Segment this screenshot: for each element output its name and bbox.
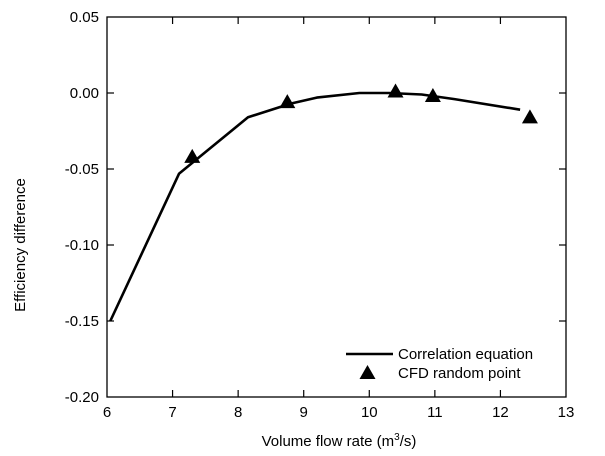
cfd-point-marker <box>424 88 441 103</box>
x-tick-label: 11 <box>427 404 443 421</box>
legend-label: CFD random point <box>398 365 521 382</box>
x-tick-label: 7 <box>168 404 176 421</box>
x-axis-title-superscript: 3 <box>394 432 400 443</box>
x-axis-title-main: Volume flow rate (m <box>262 433 395 450</box>
cfd-point-marker <box>387 83 404 98</box>
plot-area: 6 7 8 9 10 11 12 13 0.05 0.00 -0.05 -0.10 -0.15 -0.20… <box>65 9 575 421</box>
legend-triangle-swatch <box>359 365 376 379</box>
series-line-correlation-equation <box>109 91 521 322</box>
y-tick-label: 0.00 <box>70 85 99 102</box>
y-tick-label: -0.15 <box>65 313 99 330</box>
y-tick-label: 0.05 <box>70 9 99 26</box>
legend-label: Correlation equation <box>398 346 533 363</box>
y-axis-title: Efficiency difference <box>12 178 29 312</box>
cfd-point-marker <box>184 148 201 163</box>
x-tick-label: 12 <box>492 404 509 421</box>
plot-frame <box>106 16 567 398</box>
cfd-point-marker <box>521 109 538 124</box>
x-tick-label: 10 <box>361 404 378 421</box>
cfd-point-marker <box>279 94 296 109</box>
x-tick-label: 9 <box>300 404 308 421</box>
y-tick-label: -0.20 <box>65 389 99 406</box>
x-tick-label: 6 <box>103 404 111 421</box>
x-tick-label: 8 <box>234 404 242 421</box>
x-axis-title: Volume flow rate (m3/s) <box>262 432 417 450</box>
x-tick-label: 13 <box>558 404 575 421</box>
y-tick-label: -0.05 <box>65 161 99 178</box>
y-tick-label: -0.10 <box>65 237 99 254</box>
x-axis-title-unit: /s) <box>400 433 417 450</box>
